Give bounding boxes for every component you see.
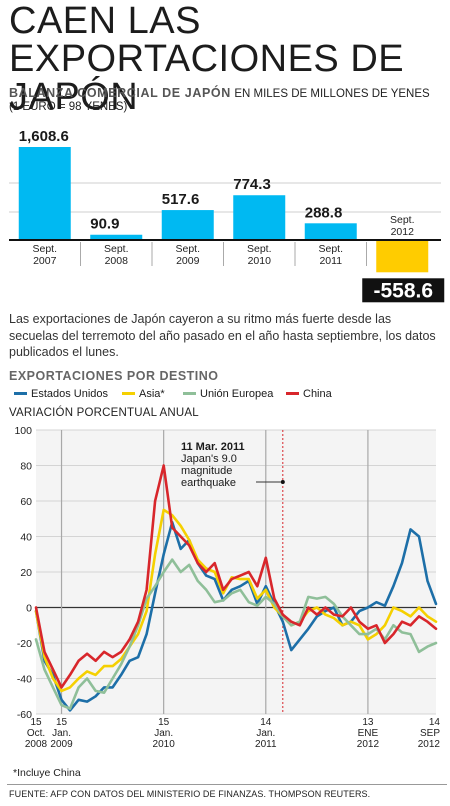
x-tick-label: 2009	[50, 739, 73, 750]
legend-swatch	[286, 391, 299, 395]
line-chart-heading: EXPORTACIONES POR DESTINO	[9, 369, 219, 383]
bar-category-label: 2008	[105, 255, 129, 267]
bar	[90, 234, 143, 240]
annotation-dot	[280, 480, 285, 484]
line-chart-subtitle: VARIACIÓN PORCENTUAL ANUAL	[9, 407, 199, 419]
bar	[304, 223, 357, 240]
line-chart-legend: Estados Unidos Asia* Unión Europea China	[0, 388, 450, 402]
x-tick-label: ENE	[358, 728, 379, 739]
x-tick-label: SEP	[420, 728, 440, 739]
x-tick-label: 14	[429, 717, 441, 728]
annotation-text: 11 Mar. 2011	[181, 441, 245, 453]
x-tick-label: Jan.	[52, 728, 71, 739]
bar-value-badge	[362, 278, 445, 303]
x-tick-label: 2012	[357, 739, 380, 750]
y-tick-label: -40	[17, 674, 32, 686]
y-tick-label: -60	[17, 709, 32, 721]
bar-value-label: 288.8	[305, 204, 343, 221]
bar-value-label: -558.6	[373, 279, 433, 302]
bar	[18, 147, 71, 240]
series-line	[34, 558, 438, 711]
bar-value-label: 774.3	[233, 176, 271, 193]
annotation-text: earthquake	[181, 477, 236, 489]
footnote: *Incluye China	[13, 767, 81, 779]
bar-chart-note: (1 EURO = 98 YENES)	[9, 101, 128, 113]
annotation-text: magnitude	[181, 465, 232, 477]
legend-swatch	[122, 391, 135, 395]
line-chart: 100 80 60 40 20 0 -20 -40 -60 11 Mar. 2011Japan's…	[14, 425, 441, 750]
x-tick-label: Oct.	[27, 728, 45, 739]
series-line	[34, 464, 438, 689]
annotation-text: Japan's 9.0	[181, 453, 237, 465]
legend-item-asia: Asia*	[122, 388, 165, 400]
bar-value-label: 90.9	[90, 216, 119, 233]
x-tick-label: 15	[56, 717, 68, 728]
y-tick-label: 40	[20, 532, 32, 544]
legend-label: Unión Europea	[200, 388, 274, 400]
legend-item-union-europea: Unión Europea	[183, 388, 273, 400]
y-tick-label: 80	[20, 461, 32, 473]
y-tick-label: 100	[14, 425, 32, 437]
legend-label: China	[303, 388, 332, 400]
bar-category-label: Sept.	[175, 243, 200, 255]
bar-chart: 1,608.6Sept.200790.9Sept.2008517.6Sept.2…	[9, 128, 445, 303]
y-tick-label: -20	[17, 638, 32, 650]
bar-category-label: 2011	[319, 255, 342, 267]
bar	[161, 210, 214, 240]
x-tick-label: Jan.	[256, 728, 275, 739]
bar-category-label: 2009	[176, 255, 200, 267]
x-tick-label: 2010	[153, 739, 176, 750]
x-tick-label: 14	[260, 717, 272, 728]
x-tick-label: 13	[362, 717, 374, 728]
bar-category-label: 2007	[33, 255, 57, 267]
x-tick-label: Jan.	[154, 728, 173, 739]
bar-category-label: 2010	[248, 255, 272, 267]
x-tick-label: 15	[158, 717, 170, 728]
bar-chart-units: EN MILES DE MILLONES DE YENES	[234, 88, 430, 100]
bar-chart-heading: BALANZA COMERCIAL DE JAPÓN EN MILES DE M…	[9, 86, 430, 100]
series-line	[34, 521, 438, 712]
source-credit: FUENTE: AFP CON DATOS DEL MINISTERIO DE …	[9, 789, 371, 799]
bar-chart-title: BALANZA COMERCIAL DE JAPÓN	[9, 86, 231, 100]
bar-category-label: Sept.	[318, 243, 343, 255]
page-title: CAEN LAS EXPORTACIONES DE JAPÓN	[9, 0, 405, 118]
x-tick-label: 2012	[418, 739, 441, 750]
bar-category-label: Sept.	[247, 243, 272, 255]
x-tick-label: 2011	[255, 739, 277, 750]
bar-value-label: 1,608.6	[19, 128, 69, 145]
description-paragraph: Las exportaciones de Japón cayeron a su …	[9, 312, 436, 359]
bar-category-label: 2012	[391, 226, 415, 238]
legend-swatch	[14, 391, 27, 395]
x-tick-label: 15	[30, 717, 42, 728]
bar	[233, 195, 286, 240]
y-tick-label: 60	[20, 496, 32, 508]
bar	[376, 240, 429, 273]
bar-category-label: Sept.	[390, 214, 415, 226]
y-tick-label: 0	[26, 603, 32, 615]
legend-label: Asia*	[139, 388, 165, 400]
divider	[7, 784, 447, 785]
bar-value-label: 517.6	[162, 191, 200, 208]
y-tick-label: 20	[20, 567, 32, 579]
x-tick-label: 2008	[25, 739, 48, 750]
legend-item-china: China	[286, 388, 332, 400]
bar-category-label: Sept.	[32, 243, 57, 255]
legend-swatch	[183, 391, 196, 395]
legend-item-estados-unidos: Estados Unidos	[14, 388, 108, 400]
legend-label: Estados Unidos	[31, 388, 109, 400]
bar-category-label: Sept.	[104, 243, 129, 255]
